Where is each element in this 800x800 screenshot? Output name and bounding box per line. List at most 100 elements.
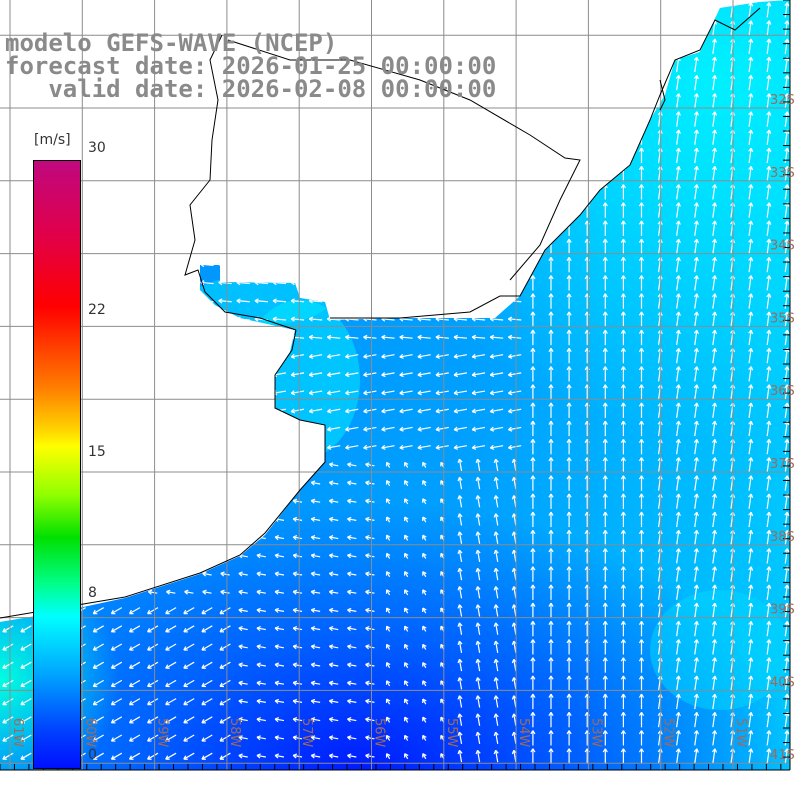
wind-arrow xyxy=(493,567,499,581)
wind-arrow xyxy=(711,566,718,582)
wind-arrow xyxy=(711,311,718,327)
wind-arrow xyxy=(202,589,212,595)
wind-arrow xyxy=(182,134,196,140)
wind-arrow xyxy=(748,220,754,236)
wind-arrow xyxy=(363,408,377,414)
wind-arrow xyxy=(254,7,268,13)
wind-arrow xyxy=(766,657,772,673)
colorbar-tick-label: 22 xyxy=(88,301,106,318)
wind-arrow xyxy=(218,372,232,378)
wind-arrow xyxy=(453,372,468,378)
wind-arrow xyxy=(399,43,413,49)
wind-arrow xyxy=(548,475,554,491)
wind-arrow xyxy=(417,225,431,231)
wind-arrow xyxy=(326,243,341,249)
wind-arrow xyxy=(254,225,268,231)
wind-arrow xyxy=(218,7,232,13)
wind-arrow xyxy=(404,625,409,632)
wind-arrow xyxy=(55,7,69,13)
wind-arrow xyxy=(145,261,160,268)
wind-arrow xyxy=(675,493,681,509)
wind-arrow xyxy=(711,293,718,309)
wind-arrow xyxy=(347,553,357,559)
wind-arrow xyxy=(675,511,681,528)
wind-arrow xyxy=(256,753,266,759)
wind-arrow xyxy=(92,661,104,669)
wind-arrow xyxy=(347,735,357,741)
wind-arrow xyxy=(399,444,413,450)
wind-arrow xyxy=(693,347,699,364)
wind-arrow xyxy=(345,7,359,13)
wind-arrow xyxy=(128,679,141,688)
wind-arrow xyxy=(457,658,463,672)
wind-arrow xyxy=(766,2,772,18)
wind-arrow xyxy=(218,225,232,231)
wind-arrow xyxy=(766,566,772,582)
wind-arrow xyxy=(675,238,681,255)
wind-arrow xyxy=(711,129,718,145)
wind-arrow xyxy=(530,293,536,309)
wind-arrow xyxy=(365,498,375,504)
wind-arrow xyxy=(620,493,626,509)
wind-arrow xyxy=(166,535,176,541)
wind-arrow xyxy=(109,316,124,322)
wind-arrow xyxy=(147,535,158,541)
wind-arrow xyxy=(385,589,391,596)
wind-arrow xyxy=(328,480,339,486)
wind-arrow xyxy=(453,116,468,122)
wind-arrow xyxy=(147,752,159,760)
wind-arrow xyxy=(127,261,142,268)
wind-arrow xyxy=(404,607,409,614)
wind-arrow xyxy=(328,462,339,468)
wind-arrow xyxy=(693,93,699,109)
wind-arrow xyxy=(638,347,645,364)
wind-arrow xyxy=(675,693,681,710)
wind-arrow xyxy=(489,207,504,213)
wind-arrow xyxy=(20,752,32,760)
wind-arrow xyxy=(290,390,305,396)
wind-arrow xyxy=(711,693,718,710)
wind-arrow xyxy=(548,202,554,218)
wind-arrow xyxy=(693,147,699,164)
wind-arrow xyxy=(182,170,196,177)
wind-arrow xyxy=(254,444,268,450)
wind-arrow xyxy=(274,735,285,741)
wind-arrow xyxy=(381,408,395,414)
wind-arrow xyxy=(111,462,122,468)
wind-arrow xyxy=(475,549,481,563)
wind-arrow xyxy=(471,444,486,450)
wind-arrow xyxy=(638,584,645,600)
wind-arrow xyxy=(166,589,176,595)
wind-arrow xyxy=(111,589,122,595)
wind-arrow xyxy=(566,20,572,36)
wind-arrow xyxy=(638,20,645,36)
wind-arrow xyxy=(566,184,572,200)
wind-arrow xyxy=(493,677,499,690)
wind-arrow xyxy=(19,316,33,322)
wind-arrow xyxy=(147,589,158,595)
wind-arrow xyxy=(602,420,608,437)
wind-arrow xyxy=(548,2,554,18)
wind-arrow xyxy=(507,7,522,13)
wind-arrow xyxy=(310,644,321,650)
wind-arrow xyxy=(363,225,377,231)
wind-arrow xyxy=(620,38,626,54)
wind-arrow xyxy=(256,626,266,632)
wind-arrow xyxy=(693,366,699,382)
wind-arrow xyxy=(182,316,196,322)
wind-arrow xyxy=(128,607,141,615)
wind-arrow xyxy=(365,735,375,741)
wind-arrow xyxy=(766,748,772,764)
wind-arrow xyxy=(748,493,754,509)
wind-arrow xyxy=(602,38,608,54)
wind-arrow xyxy=(457,495,463,508)
wind-arrow xyxy=(3,480,13,486)
wind-arrow xyxy=(166,480,176,486)
wind-arrow xyxy=(566,748,572,764)
coastline xyxy=(0,7,761,619)
wind-arrow xyxy=(457,586,463,599)
wind-arrow xyxy=(548,584,554,600)
wind-arrow xyxy=(489,189,504,195)
wind-arrow xyxy=(256,571,266,577)
wind-arrow xyxy=(363,207,377,213)
